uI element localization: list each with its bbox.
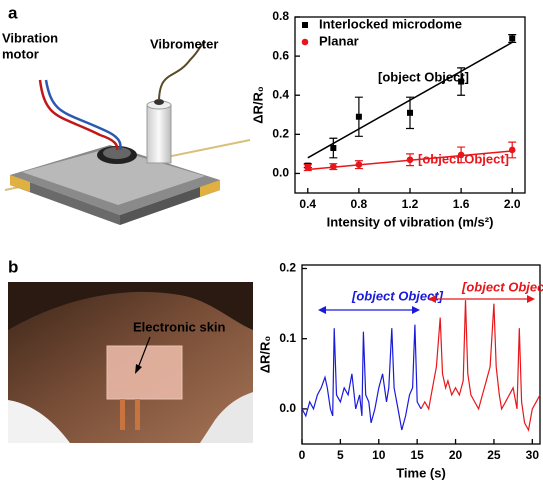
x-tick-label: 1.2 (402, 197, 419, 211)
y-tick-label: 0.0 (279, 401, 296, 415)
device-illustration (5, 42, 250, 225)
illustration-label: motor (2, 46, 39, 61)
x-tick-label: 10 (372, 448, 386, 462)
panel-label: a (8, 3, 18, 22)
annotation: [object Object] (378, 69, 469, 84)
y-axis-label: ΔR/R₀ (250, 86, 265, 124)
annotation: [object Object] (351, 288, 444, 303)
photo (8, 282, 253, 443)
annotation: [object Object] (418, 151, 509, 166)
x-tick-label: 0.4 (299, 197, 316, 211)
y-axis-label: ΔR/R₀ (257, 336, 272, 374)
y-tick-label: 0.6 (272, 48, 289, 62)
x-tick-label: 1.6 (453, 197, 470, 211)
x-tick-label: 5 (337, 448, 344, 462)
marker (509, 147, 516, 154)
y-tick-label: 0.1 (279, 331, 296, 345)
x-axis-label: Intensity of vibration (m/s²) (327, 214, 494, 229)
arrow-head (527, 295, 535, 303)
marker (356, 114, 362, 120)
marker (509, 36, 515, 42)
x-tick-label: 25 (487, 448, 501, 462)
line (302, 325, 421, 430)
x-tick-label: 2.0 (504, 197, 521, 211)
marker (407, 156, 414, 163)
y-tick-label: 0.2 (272, 127, 289, 141)
marker (356, 161, 363, 168)
illustration-label: Vibration (2, 30, 58, 45)
line (421, 300, 540, 430)
y-tick-label: 0.2 (279, 261, 296, 275)
arrow-head (318, 306, 326, 314)
y-tick-label: 0.0 (272, 166, 289, 180)
marker (330, 145, 336, 151)
marker (304, 164, 311, 171)
x-tick-label: 20 (449, 448, 463, 462)
x-tick-label: 0 (299, 448, 306, 462)
legend-marker (302, 39, 309, 46)
arrow-head (412, 306, 420, 314)
x-tick-label: 0.8 (351, 197, 368, 211)
annotation: [object Object] (461, 279, 543, 294)
legend-marker (302, 22, 308, 28)
figure: a b Vibration motor Vibrometer Electroni… (0, 0, 543, 486)
marker (407, 110, 413, 116)
x-tick-label: 15 (410, 448, 424, 462)
x-axis-label: Time (s) (396, 465, 446, 480)
legend-label: Interlocked microdome (319, 16, 462, 31)
y-tick-label: 0.4 (272, 87, 289, 101)
x-tick-label: 30 (526, 448, 540, 462)
photo-label: Electronic skin (133, 319, 226, 334)
y-tick-label: 0.8 (272, 9, 289, 23)
panel-label: b (8, 257, 18, 276)
illustration-label: Vibrometer (150, 36, 218, 51)
marker (330, 163, 337, 170)
legend-label: Planar (319, 33, 359, 48)
